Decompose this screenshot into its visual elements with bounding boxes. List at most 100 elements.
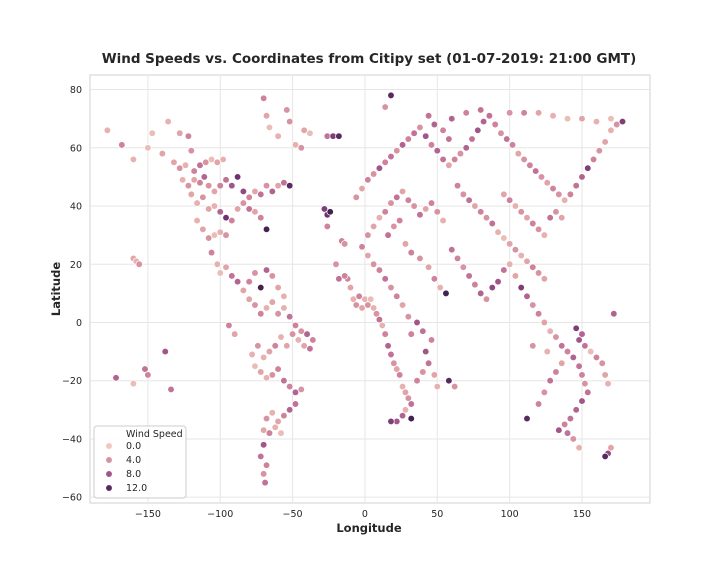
data-point bbox=[341, 272, 349, 280]
data-point bbox=[210, 202, 219, 210]
data-point bbox=[517, 283, 525, 292]
data-point bbox=[358, 184, 366, 193]
data-point bbox=[529, 301, 537, 309]
data-point bbox=[378, 321, 386, 330]
data-point bbox=[387, 152, 395, 161]
data-point bbox=[268, 272, 276, 280]
data-point bbox=[401, 240, 410, 248]
data-point bbox=[494, 228, 502, 236]
data-point bbox=[286, 313, 294, 321]
data-point bbox=[422, 347, 430, 356]
data-point bbox=[393, 292, 401, 300]
data-point bbox=[205, 181, 213, 190]
data-point bbox=[529, 263, 537, 271]
data-point bbox=[407, 248, 415, 257]
data-points bbox=[103, 91, 627, 487]
data-point bbox=[358, 304, 366, 312]
data-point bbox=[381, 158, 389, 166]
data-point bbox=[575, 336, 583, 344]
data-point bbox=[294, 336, 303, 344]
data-point bbox=[500, 266, 508, 274]
data-point bbox=[219, 155, 227, 164]
data-point bbox=[618, 117, 627, 126]
data-point bbox=[393, 365, 401, 373]
data-point bbox=[546, 214, 554, 222]
y-tick-label: 0 bbox=[76, 318, 82, 329]
data-point bbox=[251, 187, 259, 196]
x-tick-label: 0 bbox=[362, 509, 368, 520]
data-point bbox=[422, 205, 430, 213]
data-point bbox=[465, 196, 473, 204]
data-point bbox=[196, 161, 204, 169]
data-point bbox=[390, 222, 398, 231]
data-point bbox=[148, 129, 156, 137]
data-point bbox=[352, 193, 360, 201]
data-point bbox=[404, 313, 412, 321]
data-point bbox=[364, 251, 372, 260]
data-point bbox=[262, 112, 271, 120]
data-point bbox=[257, 452, 265, 461]
data-point bbox=[216, 228, 224, 236]
y-axis-ticks: −60 −40 −20 0 20 40 60 80 bbox=[62, 85, 82, 504]
data-point bbox=[427, 141, 436, 149]
data-point bbox=[118, 141, 126, 149]
data-point bbox=[271, 423, 279, 431]
data-point bbox=[262, 304, 271, 312]
data-point bbox=[251, 301, 259, 309]
data-point bbox=[419, 327, 427, 335]
data-point bbox=[262, 266, 271, 274]
data-point bbox=[277, 333, 285, 341]
y-tick-label: −40 bbox=[62, 434, 82, 445]
x-tick-label: 50 bbox=[431, 509, 443, 520]
data-point bbox=[474, 126, 482, 134]
data-point bbox=[300, 126, 308, 134]
data-point bbox=[430, 120, 439, 129]
data-point bbox=[228, 272, 236, 280]
data-point bbox=[390, 359, 398, 367]
data-point bbox=[419, 368, 427, 376]
data-point bbox=[257, 283, 265, 292]
data-point bbox=[572, 406, 580, 414]
data-point bbox=[222, 176, 230, 184]
data-point bbox=[456, 149, 465, 158]
data-point bbox=[199, 193, 207, 201]
data-point bbox=[517, 208, 525, 216]
data-point bbox=[274, 181, 282, 190]
data-point bbox=[135, 260, 143, 268]
data-point bbox=[584, 388, 592, 397]
data-point bbox=[375, 164, 384, 172]
data-point bbox=[387, 283, 395, 292]
data-point bbox=[257, 310, 265, 318]
data-point bbox=[384, 342, 392, 350]
data-point bbox=[274, 132, 282, 140]
data-point bbox=[259, 353, 268, 362]
data-point bbox=[410, 202, 418, 210]
data-point bbox=[566, 414, 575, 423]
data-point bbox=[190, 176, 198, 184]
data-point bbox=[404, 394, 412, 402]
data-point bbox=[233, 205, 242, 213]
data-point bbox=[300, 342, 308, 350]
data-point bbox=[589, 155, 598, 164]
data-point bbox=[595, 147, 604, 155]
data-point bbox=[451, 382, 459, 391]
x-tick-label: −100 bbox=[207, 509, 233, 520]
data-point bbox=[187, 190, 195, 199]
data-point bbox=[404, 135, 412, 143]
y-tick-label: 80 bbox=[70, 85, 82, 96]
data-point bbox=[430, 371, 439, 379]
data-point bbox=[112, 374, 120, 382]
data-point bbox=[375, 315, 384, 324]
data-point bbox=[178, 176, 187, 184]
data-point bbox=[526, 161, 534, 169]
data-point bbox=[459, 190, 467, 199]
data-point bbox=[537, 173, 546, 181]
data-point bbox=[144, 144, 152, 152]
data-point bbox=[280, 292, 288, 300]
data-point bbox=[176, 129, 184, 137]
data-point bbox=[286, 406, 294, 414]
data-point bbox=[268, 409, 276, 417]
data-point bbox=[578, 115, 586, 123]
data-point bbox=[283, 106, 291, 114]
data-point bbox=[439, 155, 447, 164]
